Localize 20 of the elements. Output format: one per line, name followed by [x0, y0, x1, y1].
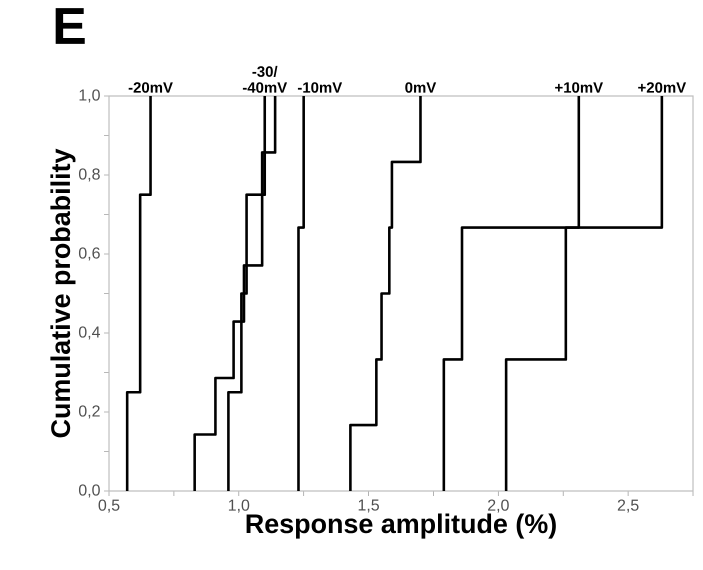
x-tick-label: 2,0 [488, 500, 509, 513]
y-tick-label: 0,6 [78, 247, 100, 261]
annotation: +20mV [638, 82, 686, 93]
y-tick-label: 0,4 [78, 326, 100, 340]
annotation: +10mV [555, 82, 603, 93]
y-tick-label: 1,0 [80, 89, 100, 103]
x-axis-title: Response amplitude (%) [246, 514, 556, 539]
text: E [56, 8, 85, 44]
annotation: -20mV [128, 82, 173, 93]
y-axis-title: Cumulative probability [50, 148, 76, 438]
x-tick-label: 0,5 [98, 500, 120, 513]
y-tick-label: 0,8 [78, 168, 100, 182]
y-tick-label: 0,0 [78, 484, 100, 498]
x-tick-label: 1,0 [228, 500, 250, 513]
x-tick-label: 2,5 [618, 500, 639, 513]
x-tick-label: 1,5 [358, 500, 379, 513]
annotation: -30/ -40mV [242, 66, 288, 93]
y-tick-label: 0,2 [78, 405, 100, 419]
annotation: -10mV [298, 82, 342, 93]
annotation: 0mV [405, 82, 436, 93]
